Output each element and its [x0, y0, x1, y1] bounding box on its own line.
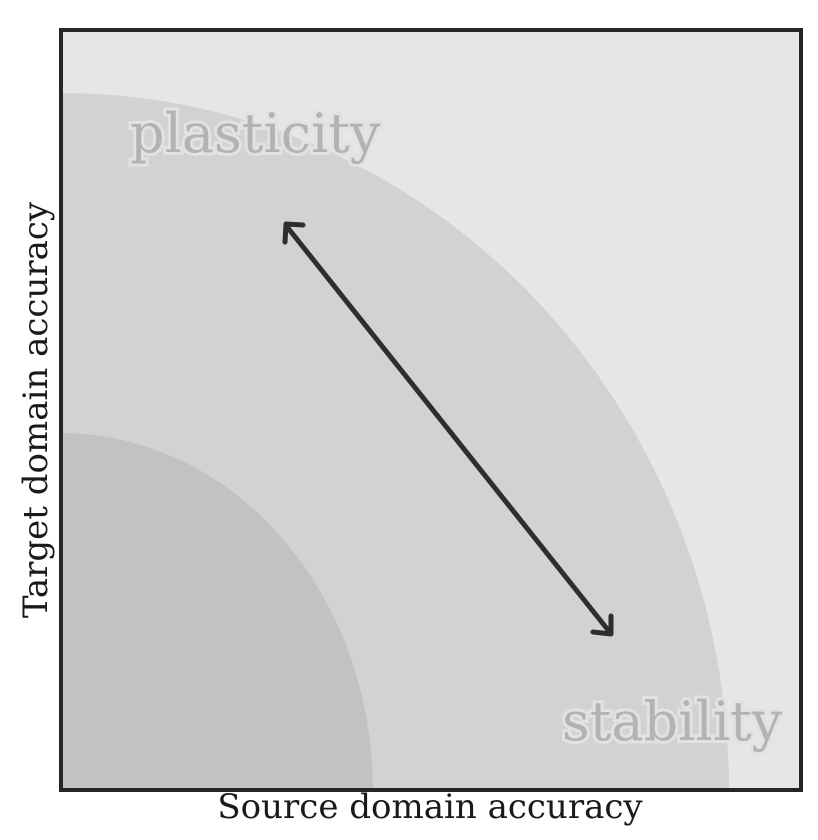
y-axis-label: Target domain accuracy [16, 201, 56, 618]
plasticity-label: plasticity [130, 102, 381, 165]
plot-frame [59, 28, 803, 792]
stability-label: stability [562, 690, 783, 753]
tradeoff-arrow-icon [282, 221, 614, 637]
inner-region [61, 433, 373, 790]
x-axis-label: Source domain accuracy [217, 787, 643, 827]
